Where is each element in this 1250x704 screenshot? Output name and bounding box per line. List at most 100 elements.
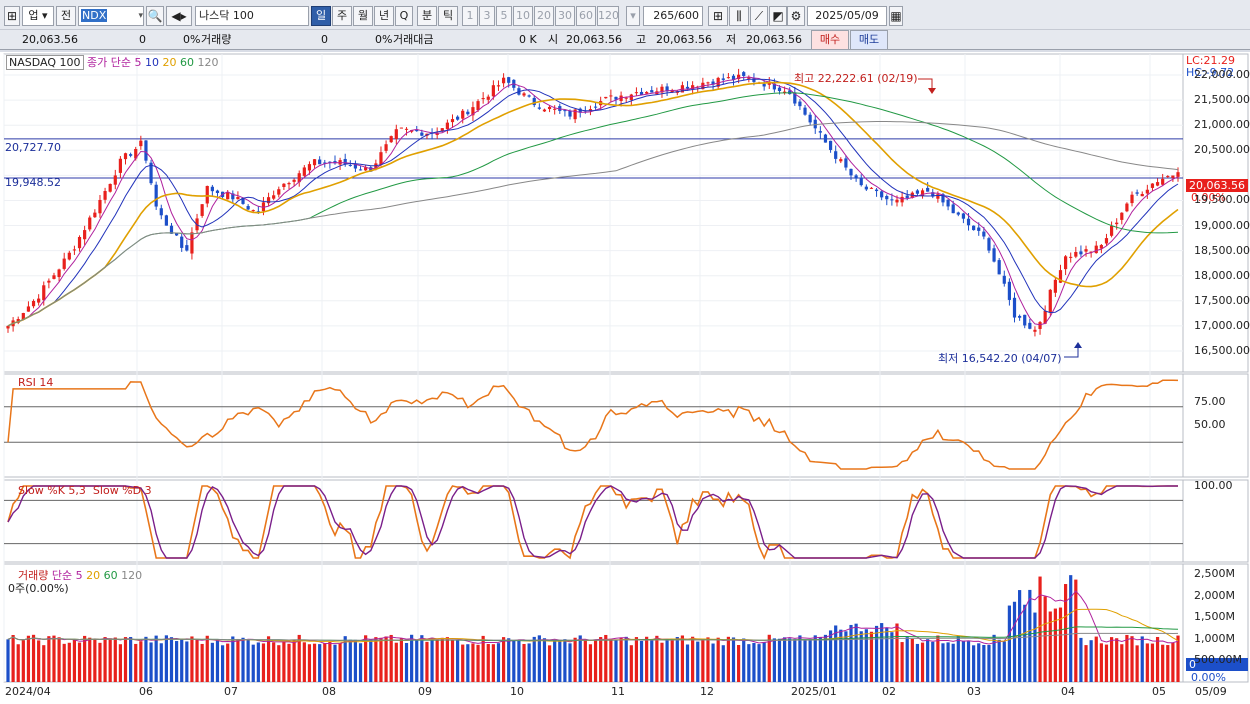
volume-bar [62, 643, 66, 682]
candle-body [277, 189, 281, 195]
candle-body [869, 187, 874, 189]
volume-bar [1002, 641, 1006, 682]
volume-bar [246, 639, 250, 682]
candle-body [471, 107, 475, 116]
settings-icon[interactable]: ⚙ [787, 6, 805, 26]
candle-body [169, 225, 174, 234]
period-30[interactable]: 30 [555, 6, 575, 26]
period-분[interactable]: 분 [417, 6, 437, 26]
chart-grid-icon[interactable]: ⊞ [708, 6, 728, 26]
volume-bar [1171, 642, 1175, 682]
candle-body [711, 81, 715, 85]
candle-type-icon[interactable]: ⫼ [729, 6, 749, 26]
buy-button[interactable]: 매수 [811, 30, 849, 50]
candle-body [1069, 256, 1073, 258]
candle-body [926, 187, 930, 192]
volume-bar [1069, 575, 1073, 682]
period-Q[interactable]: Q [395, 6, 413, 26]
pane-frame [3, 53, 1184, 373]
area-icon[interactable]: ◩ [769, 6, 787, 26]
volume-bar [1053, 608, 1057, 682]
dropdown-arrow-icon[interactable]: ▾ [626, 6, 640, 26]
volume-bar [828, 630, 833, 682]
candle-body [553, 108, 557, 110]
volume-bar [645, 636, 649, 682]
volume-bar [491, 644, 495, 682]
chart-area[interactable]: NASDAQ 100 종가 단순 5 10 20 60 120 LC:21.29… [0, 52, 1250, 704]
line-type-icon[interactable]: ⟋ [750, 6, 768, 26]
volume-bar [231, 636, 235, 682]
code-input[interactable]: NDX ▾ [78, 6, 144, 26]
date-field[interactable]: 2025/05/09 [807, 6, 887, 26]
period-1[interactable]: 1 [462, 6, 478, 26]
volume-bar [312, 643, 317, 682]
candle-body [486, 96, 490, 100]
candle-body [72, 249, 77, 251]
pane-frame [3, 373, 1184, 478]
candle-body [1038, 322, 1042, 329]
candle-body [966, 218, 971, 226]
period-10[interactable]: 10 [513, 6, 533, 26]
period-120[interactable]: 120 [597, 6, 619, 26]
volume-bar [190, 636, 194, 682]
hline1-label: 20,727.70 [5, 141, 61, 154]
period-년[interactable]: 년 [374, 6, 394, 26]
period-20[interactable]: 20 [534, 6, 554, 26]
stoch-legend: Slow %K 5,3 Slow %D 3 [18, 484, 152, 497]
volume-bar [272, 642, 276, 682]
period-일[interactable]: 일 [311, 6, 331, 26]
layout-icon[interactable]: ⊞ [4, 6, 20, 26]
market-select[interactable]: 업 ▾ [22, 6, 54, 26]
candle-body [134, 148, 138, 159]
candle-body [149, 162, 153, 184]
rsi-label: RSI 14 [18, 376, 54, 389]
volume-bar [869, 631, 874, 682]
search-icon[interactable]: 🔍 [146, 6, 164, 26]
current-pct-tag: 0.00% [1191, 191, 1226, 204]
calendar-icon[interactable]: ▦ [889, 6, 903, 26]
volume-bar [742, 638, 746, 682]
period-3[interactable]: 3 [479, 6, 495, 26]
chart-canvas[interactable] [0, 52, 1250, 704]
candle-body [609, 95, 613, 97]
quote-high: 20,063.56 [656, 33, 712, 46]
volume-bar [1140, 636, 1144, 682]
candle-body [992, 248, 996, 262]
name-field[interactable]: 나스닥 100 [195, 6, 309, 26]
type-button[interactable]: 전 [56, 6, 76, 26]
period-주[interactable]: 주 [332, 6, 352, 26]
volume-bar [11, 635, 15, 682]
period-60[interactable]: 60 [576, 6, 596, 26]
volume-bar [323, 643, 327, 682]
x-axis-label: 06 [139, 685, 153, 698]
volume-bar [675, 637, 679, 682]
candle-body [16, 319, 20, 323]
period-월[interactable]: 월 [353, 6, 373, 26]
volume-bar [961, 640, 966, 682]
volume-bar [956, 636, 960, 682]
candle-body [563, 110, 567, 112]
price-y-tick: 18,500.00 [1194, 243, 1250, 257]
sell-button[interactable]: 매도 [850, 30, 888, 50]
period-틱[interactable]: 틱 [438, 6, 458, 26]
pane-axis-frame [1182, 373, 1249, 478]
count-value: 265 [653, 9, 675, 22]
candle-body [1166, 176, 1170, 178]
candle-body [624, 97, 628, 99]
volume-bar [471, 643, 475, 682]
candle-body [1130, 194, 1134, 204]
period-5[interactable]: 5 [496, 6, 512, 26]
x-axis-label: 03 [967, 685, 981, 698]
count-input[interactable]: 265/600 [643, 6, 703, 26]
volume-bar [302, 642, 306, 682]
volume-bar [226, 643, 230, 682]
candle-body [246, 206, 250, 210]
speaker-icon[interactable]: ◀▸ [166, 6, 192, 26]
low-label: 저 [726, 33, 737, 46]
volume-bar [374, 637, 378, 682]
candle-body [476, 101, 480, 111]
volume-bar [52, 635, 56, 682]
candle-body [369, 167, 373, 172]
ma-5-legend: 5 [134, 56, 145, 69]
volume-bar [164, 635, 168, 682]
